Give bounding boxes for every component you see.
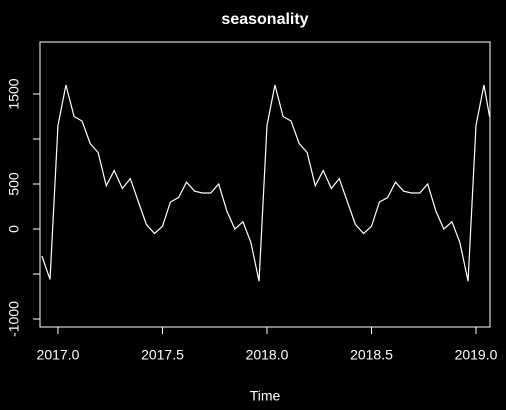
x-tick-label: 2018.0 xyxy=(246,347,289,363)
x-tick-label: 2017.5 xyxy=(141,347,184,363)
y-tick-label: -1000 xyxy=(6,301,22,337)
y-tick-label: 1500 xyxy=(6,78,22,109)
series-line xyxy=(41,84,491,282)
chart-title: seasonality xyxy=(221,11,308,28)
x-tick-label: 2017.0 xyxy=(37,347,80,363)
x-axis-label: Time xyxy=(250,388,281,404)
x-tick-label: 2018.5 xyxy=(350,347,393,363)
y-tick-label: 500 xyxy=(6,172,22,196)
x-tick-label: 2019.0 xyxy=(455,347,498,363)
y-tick-label: 0 xyxy=(6,225,22,233)
